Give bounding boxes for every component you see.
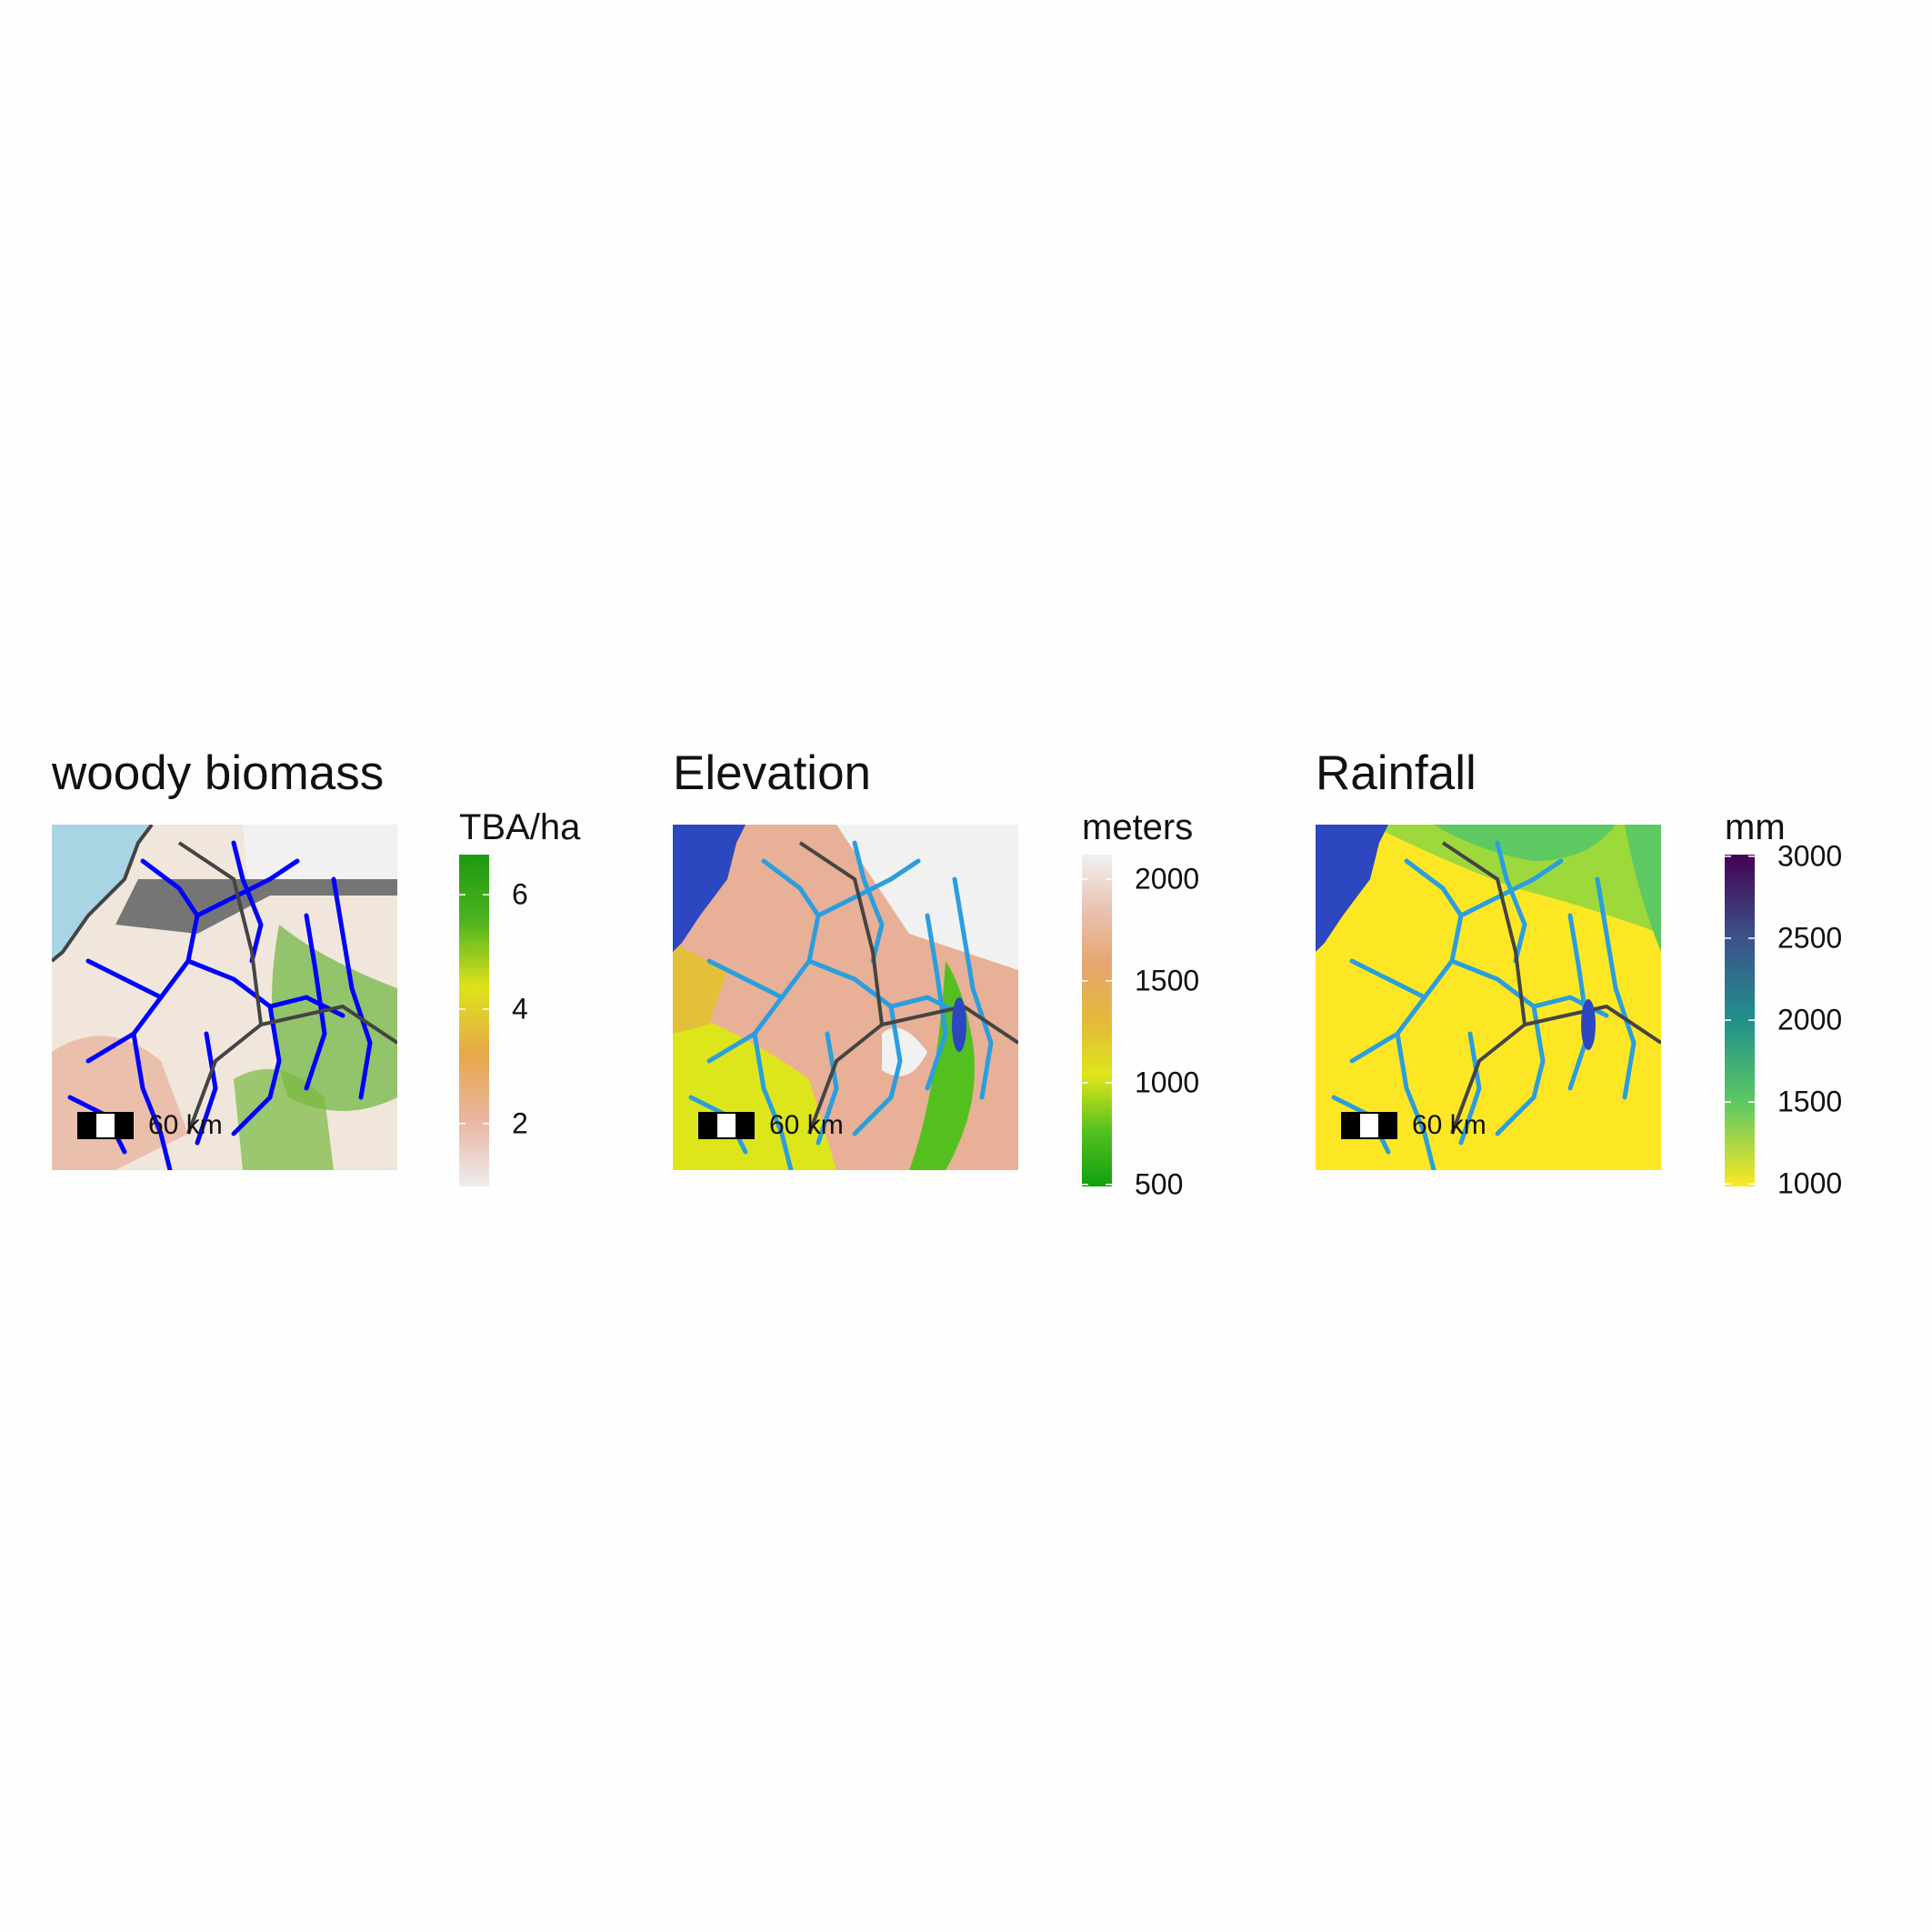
legend-title: meters xyxy=(1082,807,1194,847)
map-rainfall[interactable]: 60 km xyxy=(1316,825,1661,1170)
legend-tick-label: 2500 xyxy=(1777,921,1843,955)
scale-bar: 60 km xyxy=(698,1110,844,1140)
legend-title: TBA/ha xyxy=(459,807,581,847)
legend-tick-label: 1500 xyxy=(1135,964,1200,997)
panel-woody-biomass: woody biomass xyxy=(52,746,670,1218)
scale-bar-label: 60 km xyxy=(769,1110,844,1140)
panel-title: woody biomass xyxy=(52,746,385,800)
map-elevation[interactable]: 60 km xyxy=(673,825,1018,1170)
legend-tick-label: 3000 xyxy=(1777,839,1843,873)
legend-tick-label: 1500 xyxy=(1777,1085,1843,1118)
legend-tick-label: 4 xyxy=(512,992,528,1026)
legend-tick-label: 6 xyxy=(512,877,528,911)
legend-title: mm xyxy=(1725,807,1786,847)
panel-title: Rainfall xyxy=(1316,746,1477,800)
scale-bar-label: 60 km xyxy=(148,1110,223,1140)
panel-rainfall: Rainfall xyxy=(1316,746,1932,1218)
legend-colorbar xyxy=(1725,855,1755,1186)
legend-colorbar xyxy=(459,855,489,1186)
legend-tick-label: 500 xyxy=(1135,1167,1184,1201)
legend-tick-label: 2000 xyxy=(1777,1003,1843,1036)
map-woody-biomass[interactable]: 60 km xyxy=(52,825,397,1170)
legend-tick-label: 1000 xyxy=(1135,1066,1200,1099)
panel-title: Elevation xyxy=(673,746,872,800)
legend-tick-label: 2000 xyxy=(1135,862,1200,896)
legend-tick-label: 1000 xyxy=(1777,1166,1843,1200)
scale-bar: 60 km xyxy=(1341,1110,1487,1140)
panel-elevation: Elevation xyxy=(673,746,1291,1218)
scale-bar-label: 60 km xyxy=(1412,1110,1487,1140)
scale-bar: 60 km xyxy=(77,1110,223,1140)
legend-colorbar xyxy=(1082,855,1112,1186)
legend-tick-label: 2 xyxy=(512,1106,528,1140)
